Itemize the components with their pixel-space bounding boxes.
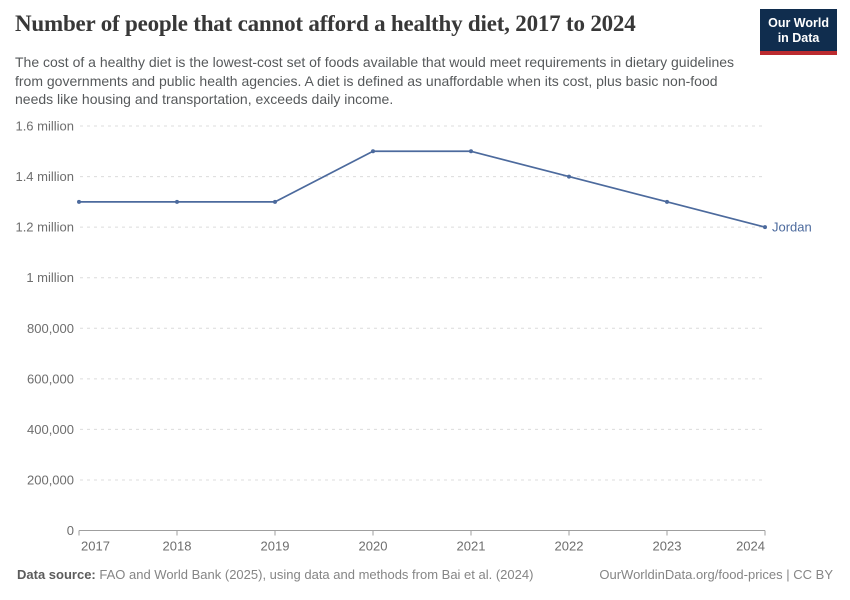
data-point[interactable] [665, 199, 669, 204]
data-source: Data source: FAO and World Bank (2025), … [17, 567, 533, 582]
chart-footer: Data source: FAO and World Bank (2025), … [17, 567, 833, 582]
x-axis-tick-label: 2023 [653, 539, 682, 554]
x-axis-tick-label: 2021 [457, 539, 486, 554]
data-point[interactable] [273, 199, 277, 204]
y-axis-tick-label: 200,000 [27, 472, 74, 487]
y-axis-tick-label: 600,000 [27, 371, 74, 386]
y-axis-tick-label: 0 [67, 523, 74, 538]
attribution-link[interactable]: OurWorldinData.org/food-prices | CC BY [599, 567, 833, 582]
owid-logo: Our World in Data [760, 9, 837, 55]
entity-label[interactable]: Jordan [772, 220, 812, 235]
y-axis-tick-label: 1.4 million [15, 169, 74, 184]
y-axis-tick-label: 1 million [26, 270, 74, 285]
data-source-label: Data source: [17, 567, 96, 582]
data-point[interactable] [175, 199, 179, 204]
x-axis-tick-label: 2022 [555, 539, 584, 554]
data-source-text: FAO and World Bank (2025), using data an… [99, 567, 534, 582]
chart-subtitle: The cost of a healthy diet is the lowest… [15, 54, 735, 108]
data-point[interactable] [77, 199, 81, 204]
y-axis-tick-label: 400,000 [27, 422, 74, 437]
data-point[interactable] [763, 225, 767, 230]
data-point[interactable] [371, 149, 375, 154]
x-axis-tick-label: 2020 [359, 539, 388, 554]
x-axis-tick-label: 2019 [261, 539, 290, 554]
y-axis-tick-label: 800,000 [27, 321, 74, 336]
x-axis-tick-label: 2024 [736, 539, 765, 554]
page-title: Number of people that cannot afford a he… [15, 11, 636, 36]
y-axis-tick-label: 1.6 million [15, 119, 74, 134]
data-point[interactable] [567, 174, 571, 179]
data-point[interactable] [469, 149, 473, 154]
x-axis-tick-label: 2017 [81, 539, 110, 554]
y-axis-tick-label: 1.2 million [15, 220, 74, 235]
owid-logo-line1: Our World [768, 16, 829, 30]
x-axis-tick-label: 2018 [163, 539, 192, 554]
owid-logo-line2: in Data [777, 30, 820, 45]
trend-line-jordan[interactable] [79, 150, 766, 228]
